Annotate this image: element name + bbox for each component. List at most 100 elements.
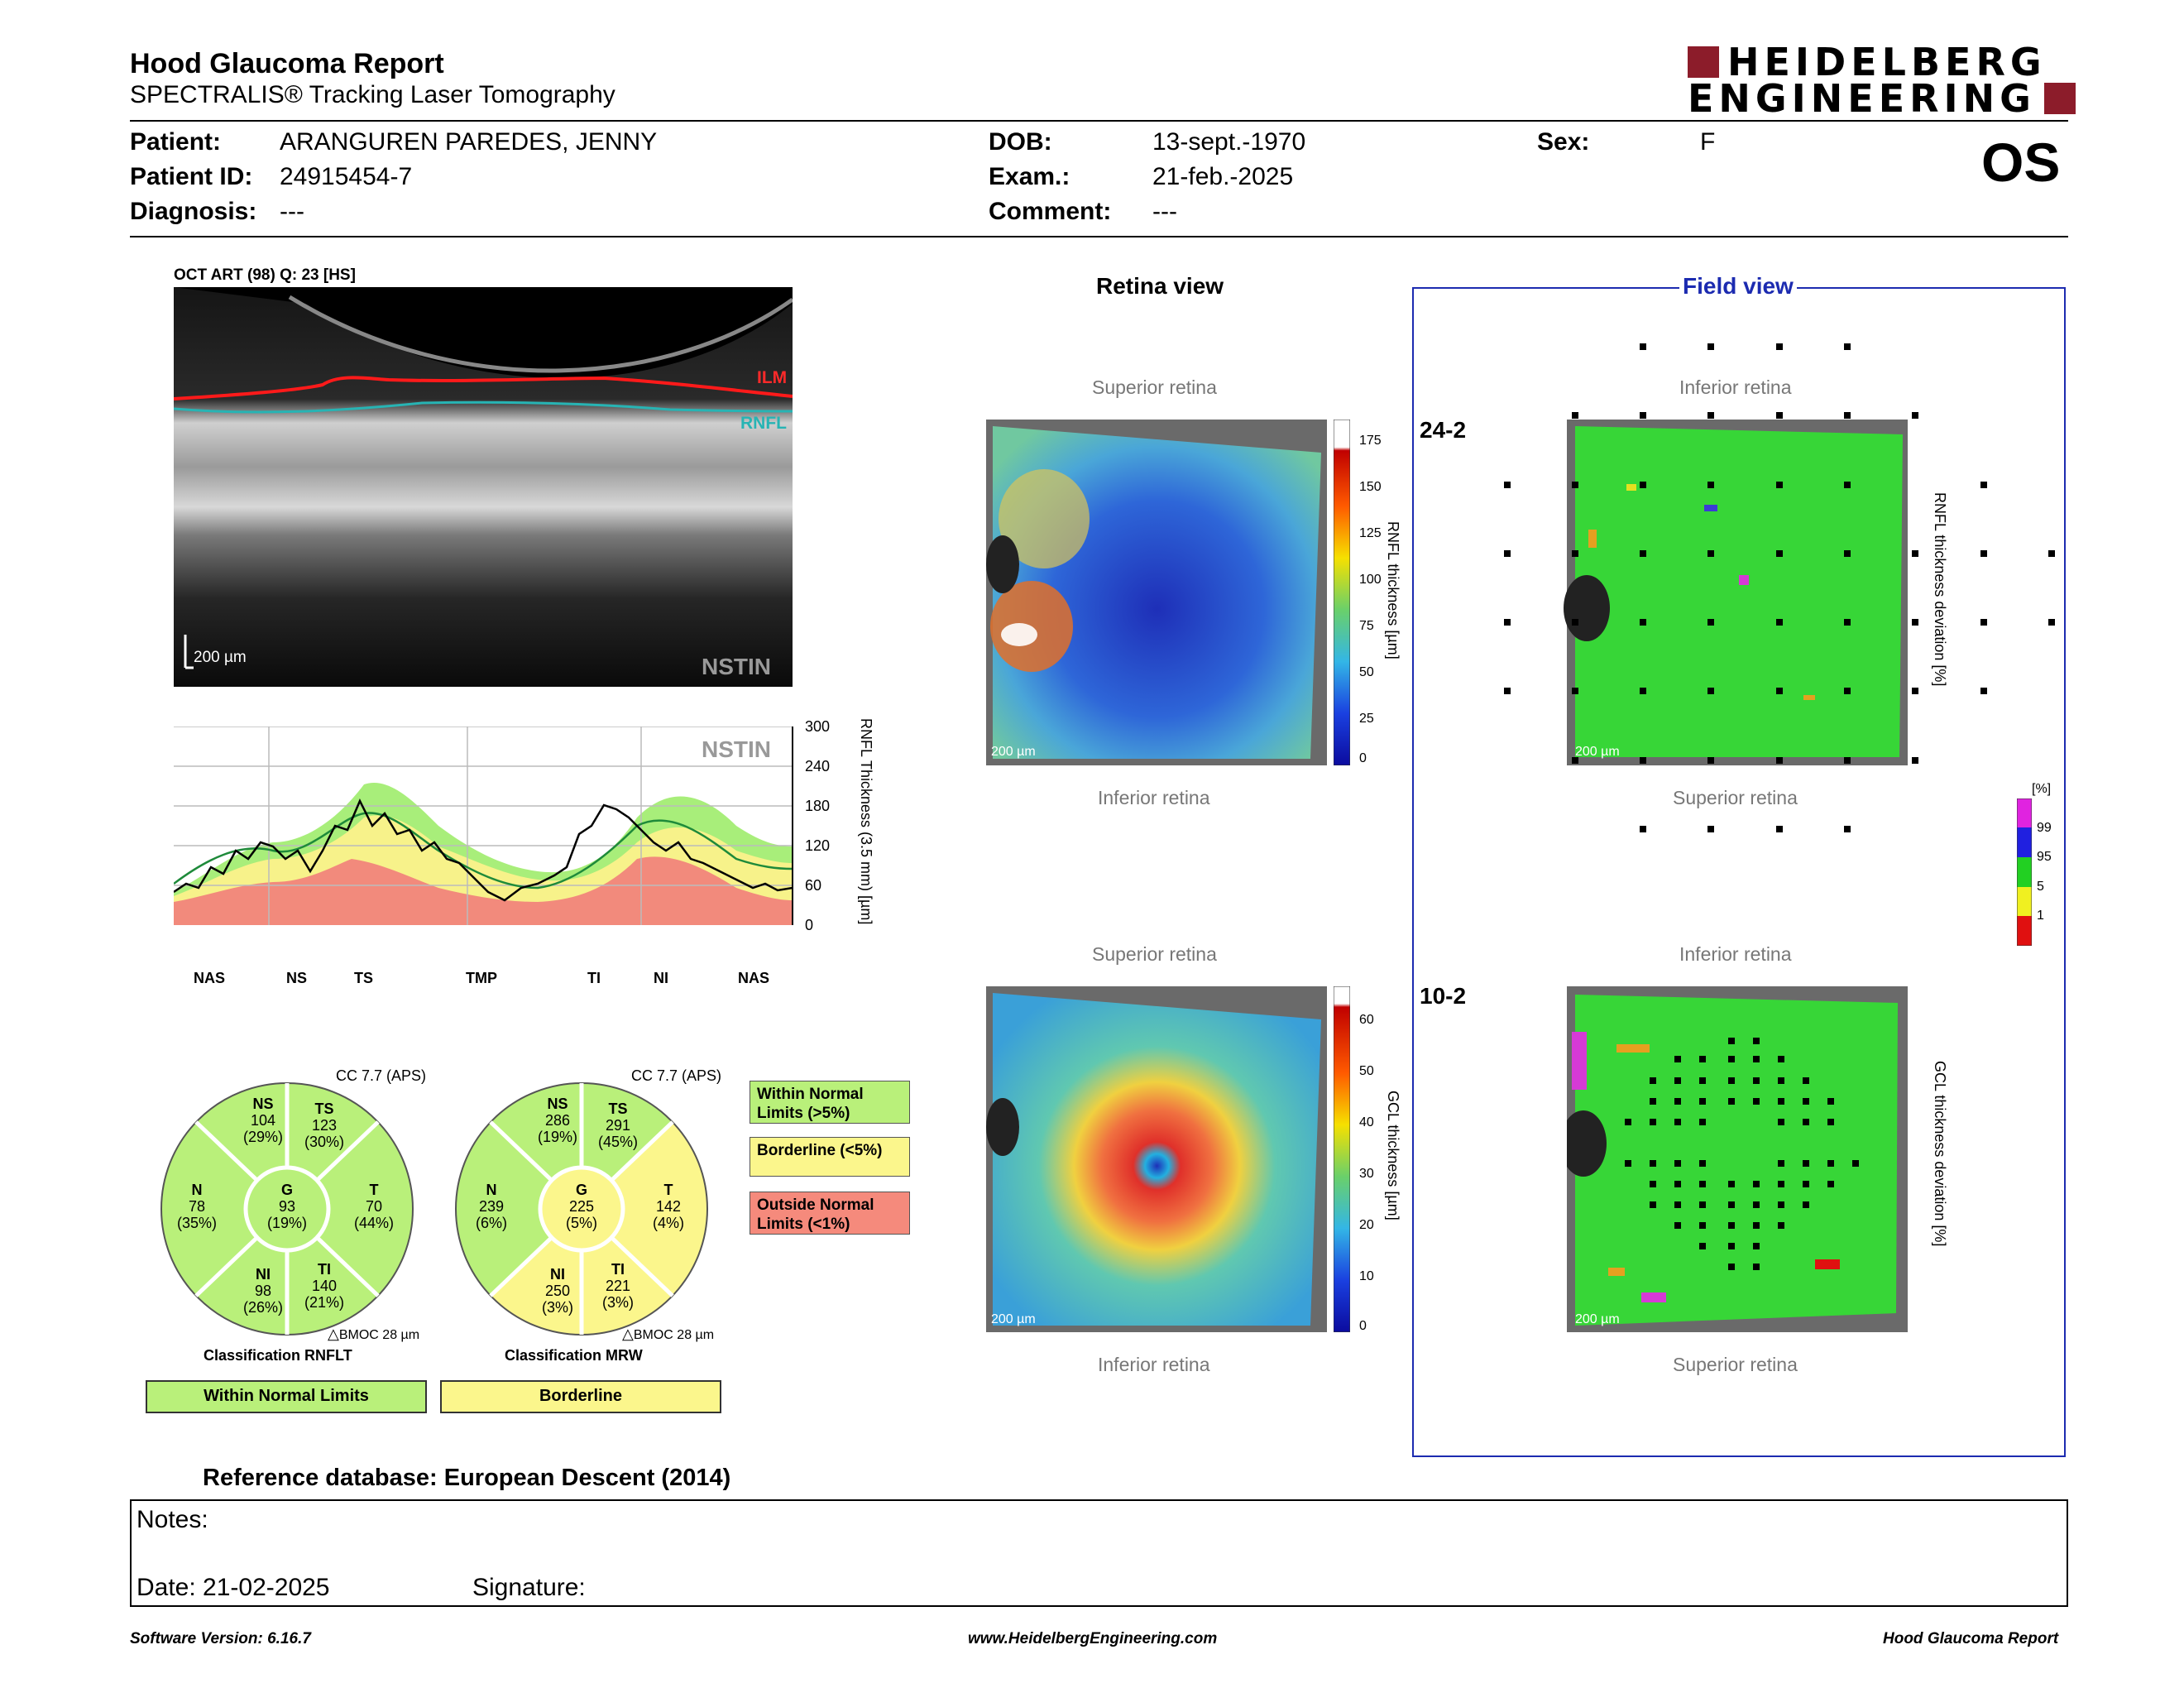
diagnosis-label: Diagnosis: — [130, 198, 257, 225]
mrw-cc: CC 7.7 (APS) — [631, 1067, 722, 1084]
notes-signature: Signature: — [472, 1574, 586, 1601]
rnflt-g-name: G — [280, 1182, 293, 1198]
rnflt-classification-badge: Within Normal Limits — [146, 1380, 427, 1413]
header-divider — [130, 120, 2068, 122]
oct-nstin: NSTIN — [702, 654, 771, 679]
gcl-deviation-map-10-2 — [1567, 986, 1908, 1332]
rnfl-scale-tick: 0 — [1359, 751, 1367, 765]
diagnosis-value: --- — [280, 198, 304, 225]
report-subtitle: SPECTRALIS® Tracking Laser Tomography — [130, 81, 615, 108]
gcl-scale-tick: 60 — [1359, 1013, 1374, 1027]
patient-id-label: Patient ID: — [130, 163, 253, 190]
profile-xlabel: NI — [654, 970, 668, 986]
profile-ytick: 0 — [805, 917, 814, 933]
pct-tick: 95 — [2037, 850, 2052, 864]
rnfl-color-scale — [1334, 420, 1350, 765]
comment-label: Comment: — [989, 198, 1112, 225]
rnfl-scale-tick: 100 — [1359, 573, 1382, 587]
profile-ylabel: RNFL Thickness (3.5 mm) [µm] — [858, 718, 874, 925]
gcl-deviation-label: GCL thickness deviation [%] — [1932, 1061, 1948, 1247]
profile-xlabel: TS — [354, 970, 374, 986]
rnfl-deviation-label: RNFL thickness deviation [%] — [1932, 492, 1948, 687]
profile-ytick: 120 — [805, 837, 831, 854]
mrw-n-value: 239 — [478, 1198, 505, 1215]
mrw-g-value: 225 — [568, 1198, 595, 1215]
gcl-scale-tick: 50 — [1359, 1064, 1374, 1078]
rnfl-thickness-map — [986, 420, 1327, 765]
ilm-line — [174, 376, 793, 400]
gcl-scale-tick: 20 — [1359, 1218, 1374, 1232]
rnflt-n-pct: (35%) — [176, 1215, 217, 1231]
profile-xlabel: TI — [587, 970, 601, 986]
comment-value: --- — [1152, 198, 1177, 225]
field-inferior-2: Inferior retina — [1679, 943, 1792, 965]
rnflt-ni-pct: (26%) — [242, 1299, 283, 1316]
mrw-ni-name: NI — [550, 1266, 565, 1283]
field-inferior-1: Inferior retina — [1679, 376, 1792, 398]
footer-website-link[interactable]: www.HeidelbergEngineering.com — [968, 1630, 1218, 1647]
rnflt-cc: CC 7.7 (APS) — [336, 1067, 427, 1084]
rnflt-bmoc-text: BMOC 28 µm — [338, 1328, 420, 1342]
mrw-classification-badge: Borderline — [440, 1380, 721, 1413]
rnflt-ti-value: 140 — [311, 1278, 338, 1294]
retina-view-title: Retina view — [1096, 273, 1224, 299]
mrw-t-pct: (4%) — [652, 1215, 684, 1231]
rnflt-g-pct: (19%) — [266, 1215, 307, 1231]
rnfl-scale-label: RNFL thickness [µm] — [1385, 521, 1401, 659]
mrw-bmoc: △BMOC 28 µm — [622, 1326, 714, 1343]
exam-label: Exam.: — [989, 163, 1070, 190]
rnflt-g-value: 93 — [278, 1198, 296, 1215]
rnfl-scale-tick: 50 — [1359, 665, 1374, 679]
mrw-n-name: N — [486, 1182, 497, 1198]
patient-label: Patient: — [130, 128, 222, 156]
oct-bscan-image — [174, 287, 793, 687]
rnflt-t-value: 70 — [365, 1198, 383, 1215]
profile-xlabel: TMP — [466, 970, 497, 986]
exam-value: 21-feb.-2025 — [1152, 163, 1294, 190]
profile-ytick: 180 — [805, 798, 831, 814]
gcl-map-scale: 200 µm — [991, 1312, 1036, 1326]
rnflt-bmoc: △BMOC 28 µm — [328, 1326, 419, 1343]
gcl-scale-tick: 30 — [1359, 1167, 1374, 1181]
rnflt-ns-value: 104 — [250, 1112, 276, 1129]
rnfl-label: RNFL — [740, 414, 787, 433]
notes-box: Notes: Date: 21-02-2025 Signature: — [130, 1499, 2068, 1607]
mrw-ti-pct: (3%) — [601, 1294, 634, 1311]
pct-tick: 1 — [2037, 909, 2044, 923]
notes-date: Date: 21-02-2025 — [136, 1574, 330, 1601]
sex-value: F — [1700, 128, 1716, 156]
gcl-scale-label: GCL thickness [µm] — [1385, 1091, 1401, 1220]
field-24-2-label: 24-2 — [1420, 417, 1467, 443]
rnfl-deviation-map-24-2 — [1504, 343, 2055, 832]
retina-inferior-2: Inferior retina — [1098, 1354, 1210, 1375]
mrw-ti-value: 221 — [605, 1278, 631, 1294]
rnflt-ns-name: NS — [252, 1096, 274, 1112]
rnflt-ti-pct: (21%) — [304, 1294, 344, 1311]
rnflt-ns-pct: (29%) — [242, 1129, 283, 1145]
profile-nstin: NSTIN — [702, 736, 771, 762]
mrw-g-name: G — [575, 1182, 587, 1198]
rnfl-scale-tick: 125 — [1359, 526, 1382, 540]
rnfl-scale-tick: 75 — [1359, 619, 1374, 633]
delta-icon: △ — [328, 1326, 339, 1342]
pct-tick: 99 — [2037, 821, 2052, 835]
retina-superior-2: Superior retina — [1092, 943, 1217, 965]
gcl-thickness-map — [986, 986, 1327, 1332]
rnflt-t-pct: (44%) — [353, 1215, 394, 1231]
rnflt-ni-value: 98 — [254, 1283, 272, 1299]
pct-tick: 5 — [2037, 880, 2044, 894]
rnflt-ts-value: 123 — [311, 1117, 338, 1134]
retina-inferior-1: Inferior retina — [1098, 787, 1210, 808]
rnflt-ts-pct: (30%) — [304, 1134, 344, 1150]
report-title: Hood Glaucoma Report — [130, 48, 444, 79]
rnflt-ni-name: NI — [256, 1266, 271, 1283]
logo-line1: HEIDELBERG — [1727, 40, 2047, 84]
gcl-scale-tick: 10 — [1359, 1269, 1374, 1283]
reference-database: Reference database: European Descent (20… — [203, 1465, 731, 1491]
10-2-test-points — [1625, 1038, 1859, 1270]
mrw-ns-pct: (19%) — [537, 1129, 577, 1145]
mrw-ns-name: NS — [547, 1096, 568, 1112]
profile-ytick: 240 — [805, 758, 831, 774]
legend-borderline: Borderline (<5%) — [750, 1137, 910, 1177]
mrw-ti-name: TI — [611, 1261, 625, 1278]
